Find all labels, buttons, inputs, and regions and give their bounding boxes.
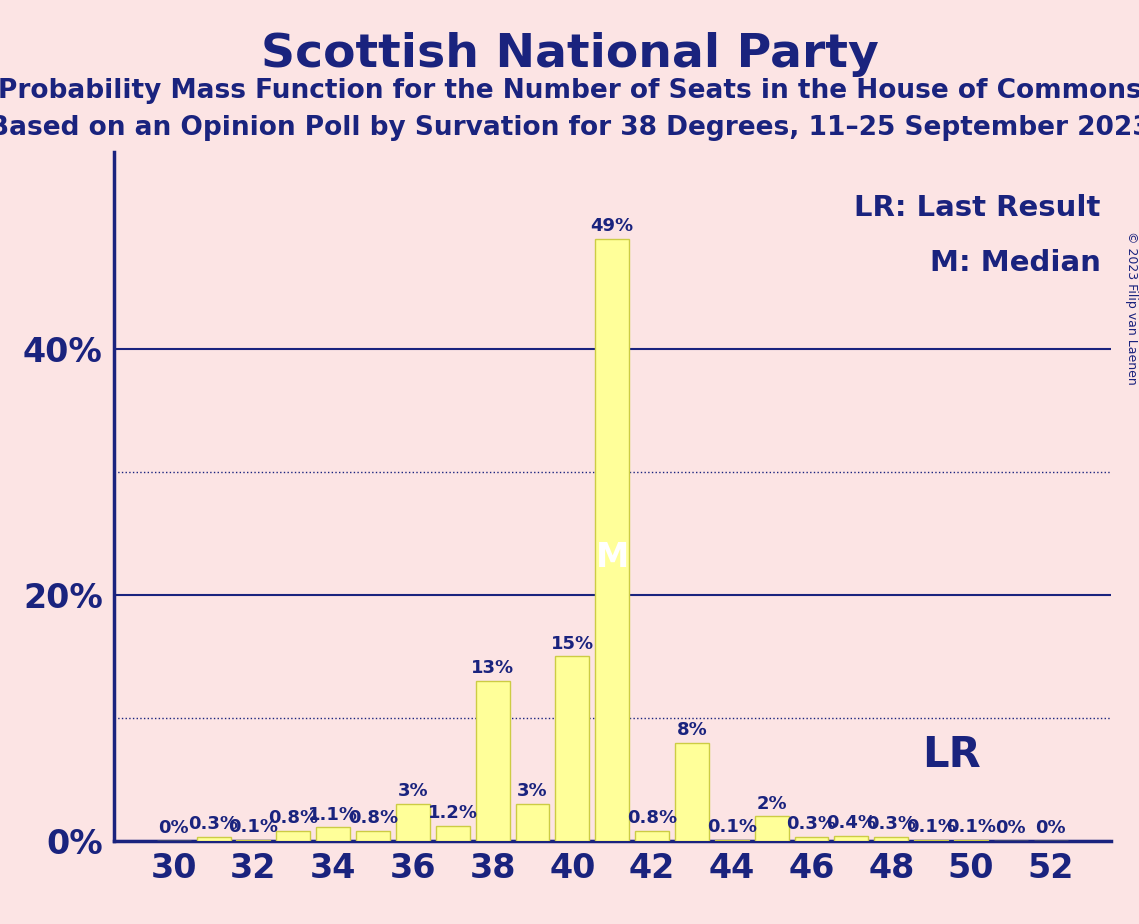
Text: © 2023 Filip van Laenen: © 2023 Filip van Laenen: [1124, 231, 1138, 384]
Text: 13%: 13%: [472, 660, 514, 677]
Bar: [915, 840, 948, 841]
Text: M: Median: M: Median: [929, 249, 1100, 277]
Text: 49%: 49%: [591, 217, 633, 235]
Text: LR: Last Result: LR: Last Result: [854, 194, 1100, 222]
Bar: [357, 831, 390, 841]
Text: 0.3%: 0.3%: [867, 816, 916, 833]
Text: 3%: 3%: [517, 783, 548, 800]
Text: 1.2%: 1.2%: [428, 805, 477, 822]
Text: 0.3%: 0.3%: [189, 816, 238, 833]
Text: 2%: 2%: [756, 795, 787, 812]
Bar: [476, 681, 509, 841]
Text: 15%: 15%: [551, 635, 593, 652]
Text: M: M: [596, 541, 629, 574]
Bar: [516, 804, 549, 841]
Text: 0.1%: 0.1%: [707, 818, 756, 836]
Bar: [954, 840, 988, 841]
Text: 0%: 0%: [1035, 820, 1066, 837]
Text: 0.1%: 0.1%: [947, 818, 995, 836]
Bar: [755, 816, 788, 841]
Text: 8%: 8%: [677, 721, 707, 739]
Bar: [675, 743, 708, 841]
Text: 0%: 0%: [995, 820, 1026, 837]
Bar: [436, 826, 469, 841]
Bar: [556, 656, 589, 841]
Text: 0.4%: 0.4%: [827, 814, 876, 833]
Bar: [317, 827, 350, 841]
Bar: [197, 837, 230, 841]
Bar: [396, 804, 429, 841]
Text: 0.1%: 0.1%: [229, 818, 278, 836]
Text: 0.3%: 0.3%: [787, 816, 836, 833]
Text: 0.8%: 0.8%: [268, 809, 319, 827]
Text: Scottish National Party: Scottish National Party: [261, 32, 878, 78]
Text: 0.1%: 0.1%: [907, 818, 956, 836]
Bar: [795, 837, 828, 841]
Bar: [715, 840, 748, 841]
Text: Based on an Opinion Poll by Survation for 38 Degrees, 11–25 September 2023: Based on an Opinion Poll by Survation fo…: [0, 115, 1139, 140]
Bar: [277, 831, 310, 841]
Bar: [875, 837, 908, 841]
Text: Probability Mass Function for the Number of Seats in the House of Commons: Probability Mass Function for the Number…: [0, 78, 1139, 103]
Text: LR: LR: [921, 734, 981, 776]
Text: 0.8%: 0.8%: [626, 809, 678, 827]
Bar: [636, 831, 669, 841]
Bar: [237, 840, 270, 841]
Text: 1.1%: 1.1%: [309, 806, 358, 823]
Text: 0.8%: 0.8%: [347, 809, 399, 827]
Bar: [835, 836, 868, 841]
Text: 3%: 3%: [398, 783, 428, 800]
Bar: [596, 238, 629, 841]
Text: 0%: 0%: [158, 820, 189, 837]
